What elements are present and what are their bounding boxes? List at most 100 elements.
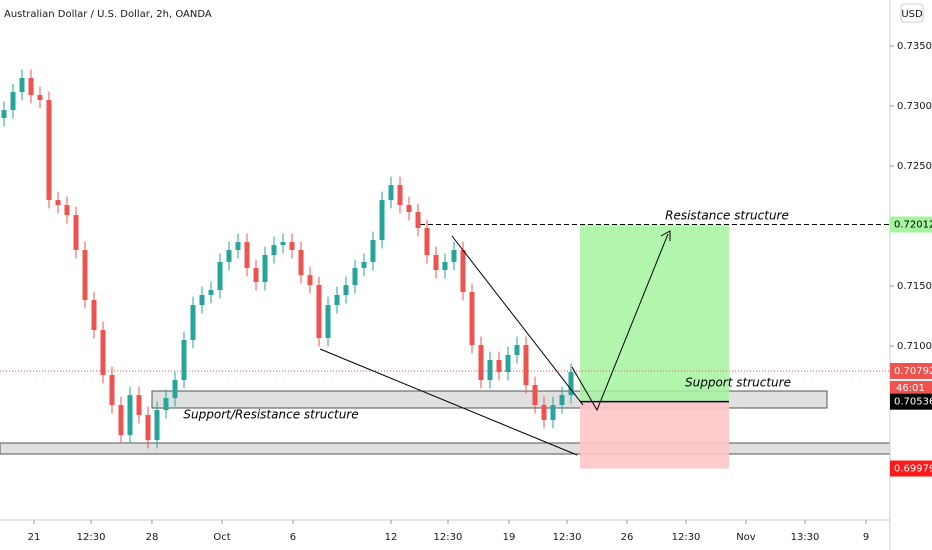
candle-body xyxy=(388,185,394,201)
countdown-label: 46:01 xyxy=(896,383,925,394)
candle-body xyxy=(289,242,295,250)
candle-body xyxy=(514,345,520,355)
price-tag xyxy=(890,216,932,233)
x-tick-label: 13:30 xyxy=(791,532,820,543)
candle-body xyxy=(64,204,70,216)
arrow-head xyxy=(660,230,671,241)
candle-body xyxy=(406,204,412,213)
candle-body xyxy=(226,249,232,262)
trendline xyxy=(451,235,584,406)
x-tick-label: Nov xyxy=(736,532,756,543)
candle-body xyxy=(280,242,286,246)
candle-body xyxy=(244,242,250,268)
x-tick-label: 12:30 xyxy=(672,532,701,543)
x-tick-label: 9 xyxy=(863,532,869,543)
candle-body xyxy=(145,414,151,441)
candle-body xyxy=(532,384,538,406)
price-tag xyxy=(890,362,932,379)
candle-body xyxy=(100,330,106,376)
candle-body xyxy=(298,249,304,276)
candle-body xyxy=(235,242,241,250)
candle-body xyxy=(1,110,7,118)
candle-body xyxy=(73,215,79,250)
candle-body xyxy=(271,245,277,256)
x-tick-label: 21 xyxy=(28,532,41,543)
candle-body xyxy=(307,275,313,286)
support-zone xyxy=(0,442,891,455)
x-tick-label: 12:30 xyxy=(434,532,463,543)
target-zone xyxy=(580,224,729,402)
candle-body xyxy=(487,360,493,381)
y-tick-label: 0.71000 xyxy=(897,341,932,352)
x-tick-label: 19 xyxy=(503,532,516,543)
x-tick-label: 28 xyxy=(146,532,159,543)
candle-body xyxy=(415,212,421,229)
candle-body xyxy=(154,410,160,441)
candle-body xyxy=(55,200,61,205)
candle-body xyxy=(469,291,475,346)
candle-body xyxy=(523,345,529,385)
candle-body xyxy=(433,255,439,271)
candle-body xyxy=(136,395,142,415)
candle-body xyxy=(91,300,97,331)
chart-title: Australian Dollar / U.S. Dollar, 2h, OAN… xyxy=(4,9,212,20)
candle-body xyxy=(460,249,466,292)
candle-body xyxy=(442,261,448,271)
candle-body xyxy=(550,405,556,421)
projection-arrow xyxy=(571,233,669,412)
price-tag xyxy=(890,393,932,410)
x-tick-label: 12:30 xyxy=(77,532,106,543)
candle-body xyxy=(262,255,268,283)
candle-body xyxy=(505,354,511,373)
candle-body xyxy=(478,345,484,381)
candle-body xyxy=(559,395,565,406)
candle-body xyxy=(352,267,358,286)
candle-body xyxy=(568,372,574,396)
candle-body xyxy=(19,78,25,93)
candle-body xyxy=(82,249,88,301)
price-tag-label: 0.70792 xyxy=(894,366,932,377)
candle-body xyxy=(163,398,169,411)
candle-body xyxy=(379,200,385,241)
x-tick-label: 12:30 xyxy=(553,532,582,543)
candle-body xyxy=(217,261,223,291)
trendline xyxy=(319,348,578,456)
currency-label[interactable]: USD xyxy=(901,9,923,20)
candle-body xyxy=(109,375,115,406)
candle-body xyxy=(325,305,331,339)
candle-body xyxy=(208,290,214,295)
candle-body xyxy=(181,339,187,381)
price-tag-label: 0.70536 xyxy=(894,397,932,408)
x-tick-label: Oct xyxy=(213,532,230,543)
candle-body xyxy=(361,261,367,268)
candle-body xyxy=(37,95,43,100)
candle-body xyxy=(316,285,322,339)
candle-body xyxy=(46,99,52,201)
annotation: Support structure xyxy=(685,376,791,390)
price-tag-label: 0.69979 xyxy=(894,464,932,475)
candle-body xyxy=(172,380,178,399)
price-tag-label: 0.72012 xyxy=(894,220,932,231)
candle-body xyxy=(451,249,457,262)
candle-body xyxy=(541,405,547,421)
x-tick-label: 26 xyxy=(621,532,634,543)
x-tick-label: 6 xyxy=(290,532,296,543)
candle-body xyxy=(127,395,133,436)
annotation: Resistance structure xyxy=(665,209,789,223)
currency-button[interactable] xyxy=(900,3,924,23)
candle-body xyxy=(496,360,502,373)
candle-body xyxy=(370,240,376,262)
candle-body xyxy=(199,294,205,306)
candle-body xyxy=(28,78,34,96)
candle-body xyxy=(190,305,196,340)
price-tag xyxy=(890,460,932,477)
countdown-tag xyxy=(890,380,932,395)
candle-body xyxy=(424,228,430,256)
stop-zone xyxy=(580,401,729,469)
